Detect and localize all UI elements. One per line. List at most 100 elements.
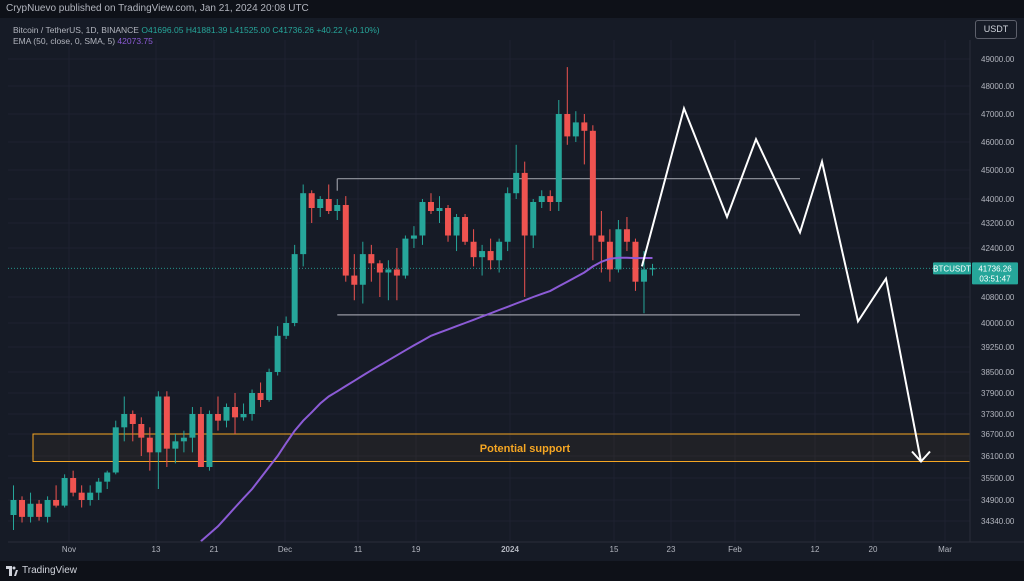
candle-body xyxy=(462,217,469,242)
price-tick-label: 47000.00 xyxy=(981,110,1015,119)
last-price-tag-bg xyxy=(972,262,1018,285)
price-tick-label: 38500.00 xyxy=(981,368,1015,377)
time-tick-label: 21 xyxy=(210,545,219,554)
candle-body xyxy=(538,196,545,202)
candle-body xyxy=(504,193,511,242)
price-tick-label: 49000.00 xyxy=(981,55,1015,64)
currency-button[interactable]: USDT xyxy=(975,20,1017,39)
candle-body xyxy=(427,202,434,211)
candle xyxy=(325,184,332,214)
candle-body xyxy=(547,196,554,202)
candle xyxy=(197,407,204,467)
candle xyxy=(487,238,494,270)
candle xyxy=(632,238,639,291)
candle-body xyxy=(146,437,153,453)
candle-body xyxy=(359,254,366,285)
price-tick-label: 40800.00 xyxy=(981,293,1015,302)
candle xyxy=(155,391,162,489)
candle xyxy=(334,199,341,220)
candle xyxy=(649,263,656,276)
candle xyxy=(129,410,136,442)
candle xyxy=(232,393,239,434)
candle-body xyxy=(291,254,298,323)
candle-body xyxy=(138,424,145,438)
candle xyxy=(572,111,579,142)
legend-symbol: Bitcoin / TetherUS, 1D, BINANCE xyxy=(13,25,139,35)
candle-body xyxy=(189,414,196,438)
time-tick-label: 12 xyxy=(811,545,820,554)
candle-body xyxy=(453,217,460,236)
candle xyxy=(623,217,630,252)
candle xyxy=(606,229,613,282)
publish-bar: CrypNuevo published on TradingView.com, … xyxy=(0,0,1024,18)
price-tick-label: 44000.00 xyxy=(981,195,1015,204)
price-tick-label: 40000.00 xyxy=(981,319,1015,328)
price-tick-label: 48000.00 xyxy=(981,82,1015,91)
candle xyxy=(351,254,358,301)
time-tick-label: 11 xyxy=(354,545,363,554)
candle-body xyxy=(180,437,187,442)
candle xyxy=(479,244,486,276)
candle xyxy=(78,485,85,508)
candle-body xyxy=(436,208,443,211)
candle xyxy=(163,391,170,467)
candle-body xyxy=(393,269,400,276)
candle-body xyxy=(274,335,281,372)
publish-text: CrypNuevo published on TradingView.com, … xyxy=(6,3,309,14)
price-tick-label: 34340.00 xyxy=(981,517,1015,526)
symbol-tag-bg xyxy=(933,262,971,275)
legend-low: L41525.00 xyxy=(229,25,270,35)
price-tick-label: 37900.00 xyxy=(981,389,1015,398)
legend-open: O41696.05 xyxy=(141,25,184,35)
candle-body xyxy=(249,393,256,414)
support-zone-label: Potential support xyxy=(480,443,571,455)
candle xyxy=(504,187,511,252)
candle xyxy=(564,67,571,145)
candle-body xyxy=(530,202,537,236)
candle-body xyxy=(95,481,102,493)
candle xyxy=(104,470,111,489)
candle-body xyxy=(240,414,247,418)
candle-body xyxy=(36,503,43,517)
candle xyxy=(300,184,307,267)
time-tick-label: 15 xyxy=(610,545,619,554)
candle-body xyxy=(368,254,375,264)
candle xyxy=(121,396,128,442)
candle-body xyxy=(470,241,477,258)
price-tick-label: 43200.00 xyxy=(981,219,1015,228)
candle xyxy=(445,205,452,242)
candle-body xyxy=(87,492,94,500)
candle xyxy=(538,190,545,208)
candle-body xyxy=(555,114,562,202)
range-box xyxy=(336,178,800,316)
candle xyxy=(291,244,298,327)
price-tick-label: 36700.00 xyxy=(981,430,1015,439)
candle xyxy=(368,244,375,282)
candle xyxy=(95,478,102,500)
grid-lines xyxy=(8,40,970,542)
time-tick-label: 13 xyxy=(152,545,161,554)
tradingview-logo-icon xyxy=(6,566,18,576)
candle-body xyxy=(121,414,128,428)
candle-body xyxy=(615,229,622,270)
candle xyxy=(513,144,520,199)
candle-body xyxy=(649,268,656,270)
candle-body xyxy=(214,414,221,421)
candle xyxy=(308,190,315,223)
ema-label: EMA (50, close, 0, SMA, 5) xyxy=(13,36,116,46)
footer-bar: TradingView xyxy=(0,561,1024,581)
candle-body xyxy=(223,407,230,421)
candle xyxy=(530,199,537,248)
projection-path xyxy=(640,105,931,463)
candle xyxy=(555,100,562,211)
candle xyxy=(359,241,366,304)
candle xyxy=(180,430,187,453)
price-tick-label: 36100.00 xyxy=(981,452,1015,461)
candle xyxy=(436,196,443,223)
candle-body xyxy=(283,323,290,336)
candle-body xyxy=(70,478,77,493)
candle-body xyxy=(257,393,264,400)
time-tick-label: 19 xyxy=(412,545,421,554)
